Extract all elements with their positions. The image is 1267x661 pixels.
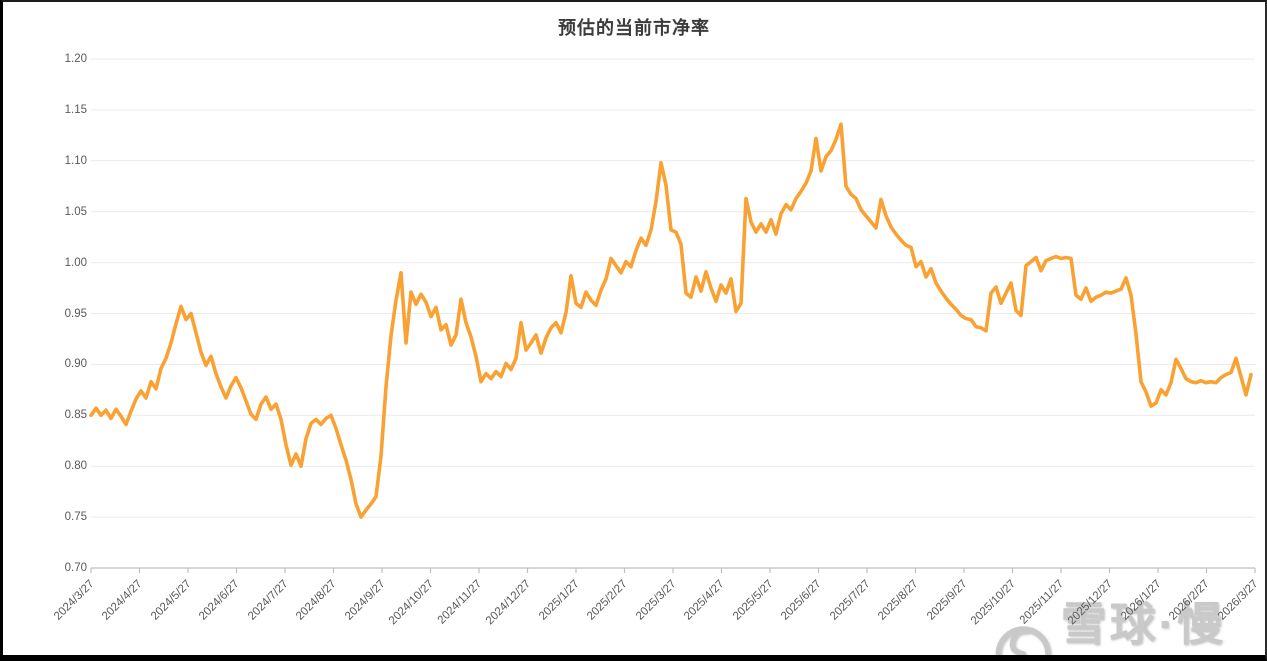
chart-title: 预估的当前市净率	[558, 18, 710, 38]
y-axis-label: 0.70	[64, 562, 87, 574]
watermark: 雪球·慢投	[988, 594, 1265, 655]
watermark-text: 雪球·慢投	[1060, 598, 1226, 650]
y-axis-label: 1.20	[64, 53, 87, 65]
x-axis-label: 2024/3/27	[51, 578, 97, 623]
y-axis-label: 1.15	[64, 103, 87, 116]
y-axis-label: 0.85	[64, 409, 87, 422]
y-axis-label: 1.00	[64, 256, 87, 269]
y-axis-label: 1.05	[64, 205, 87, 218]
x-axis	[90, 567, 1256, 573]
xueqiu-logo-icon	[995, 626, 1051, 655]
pbr-line	[89, 122, 1253, 519]
y-axis-label: 0.75	[64, 511, 87, 524]
y-axis-label: 1.10	[64, 154, 87, 167]
chart-plot-area	[89, 58, 1256, 573]
y-axis-label: 0.95	[64, 307, 87, 320]
plot-canvas	[89, 58, 1256, 573]
y-axis-label: 0.90	[64, 358, 87, 371]
gridlines	[91, 58, 1255, 518]
y-axis-label: 0.80	[64, 460, 87, 473]
